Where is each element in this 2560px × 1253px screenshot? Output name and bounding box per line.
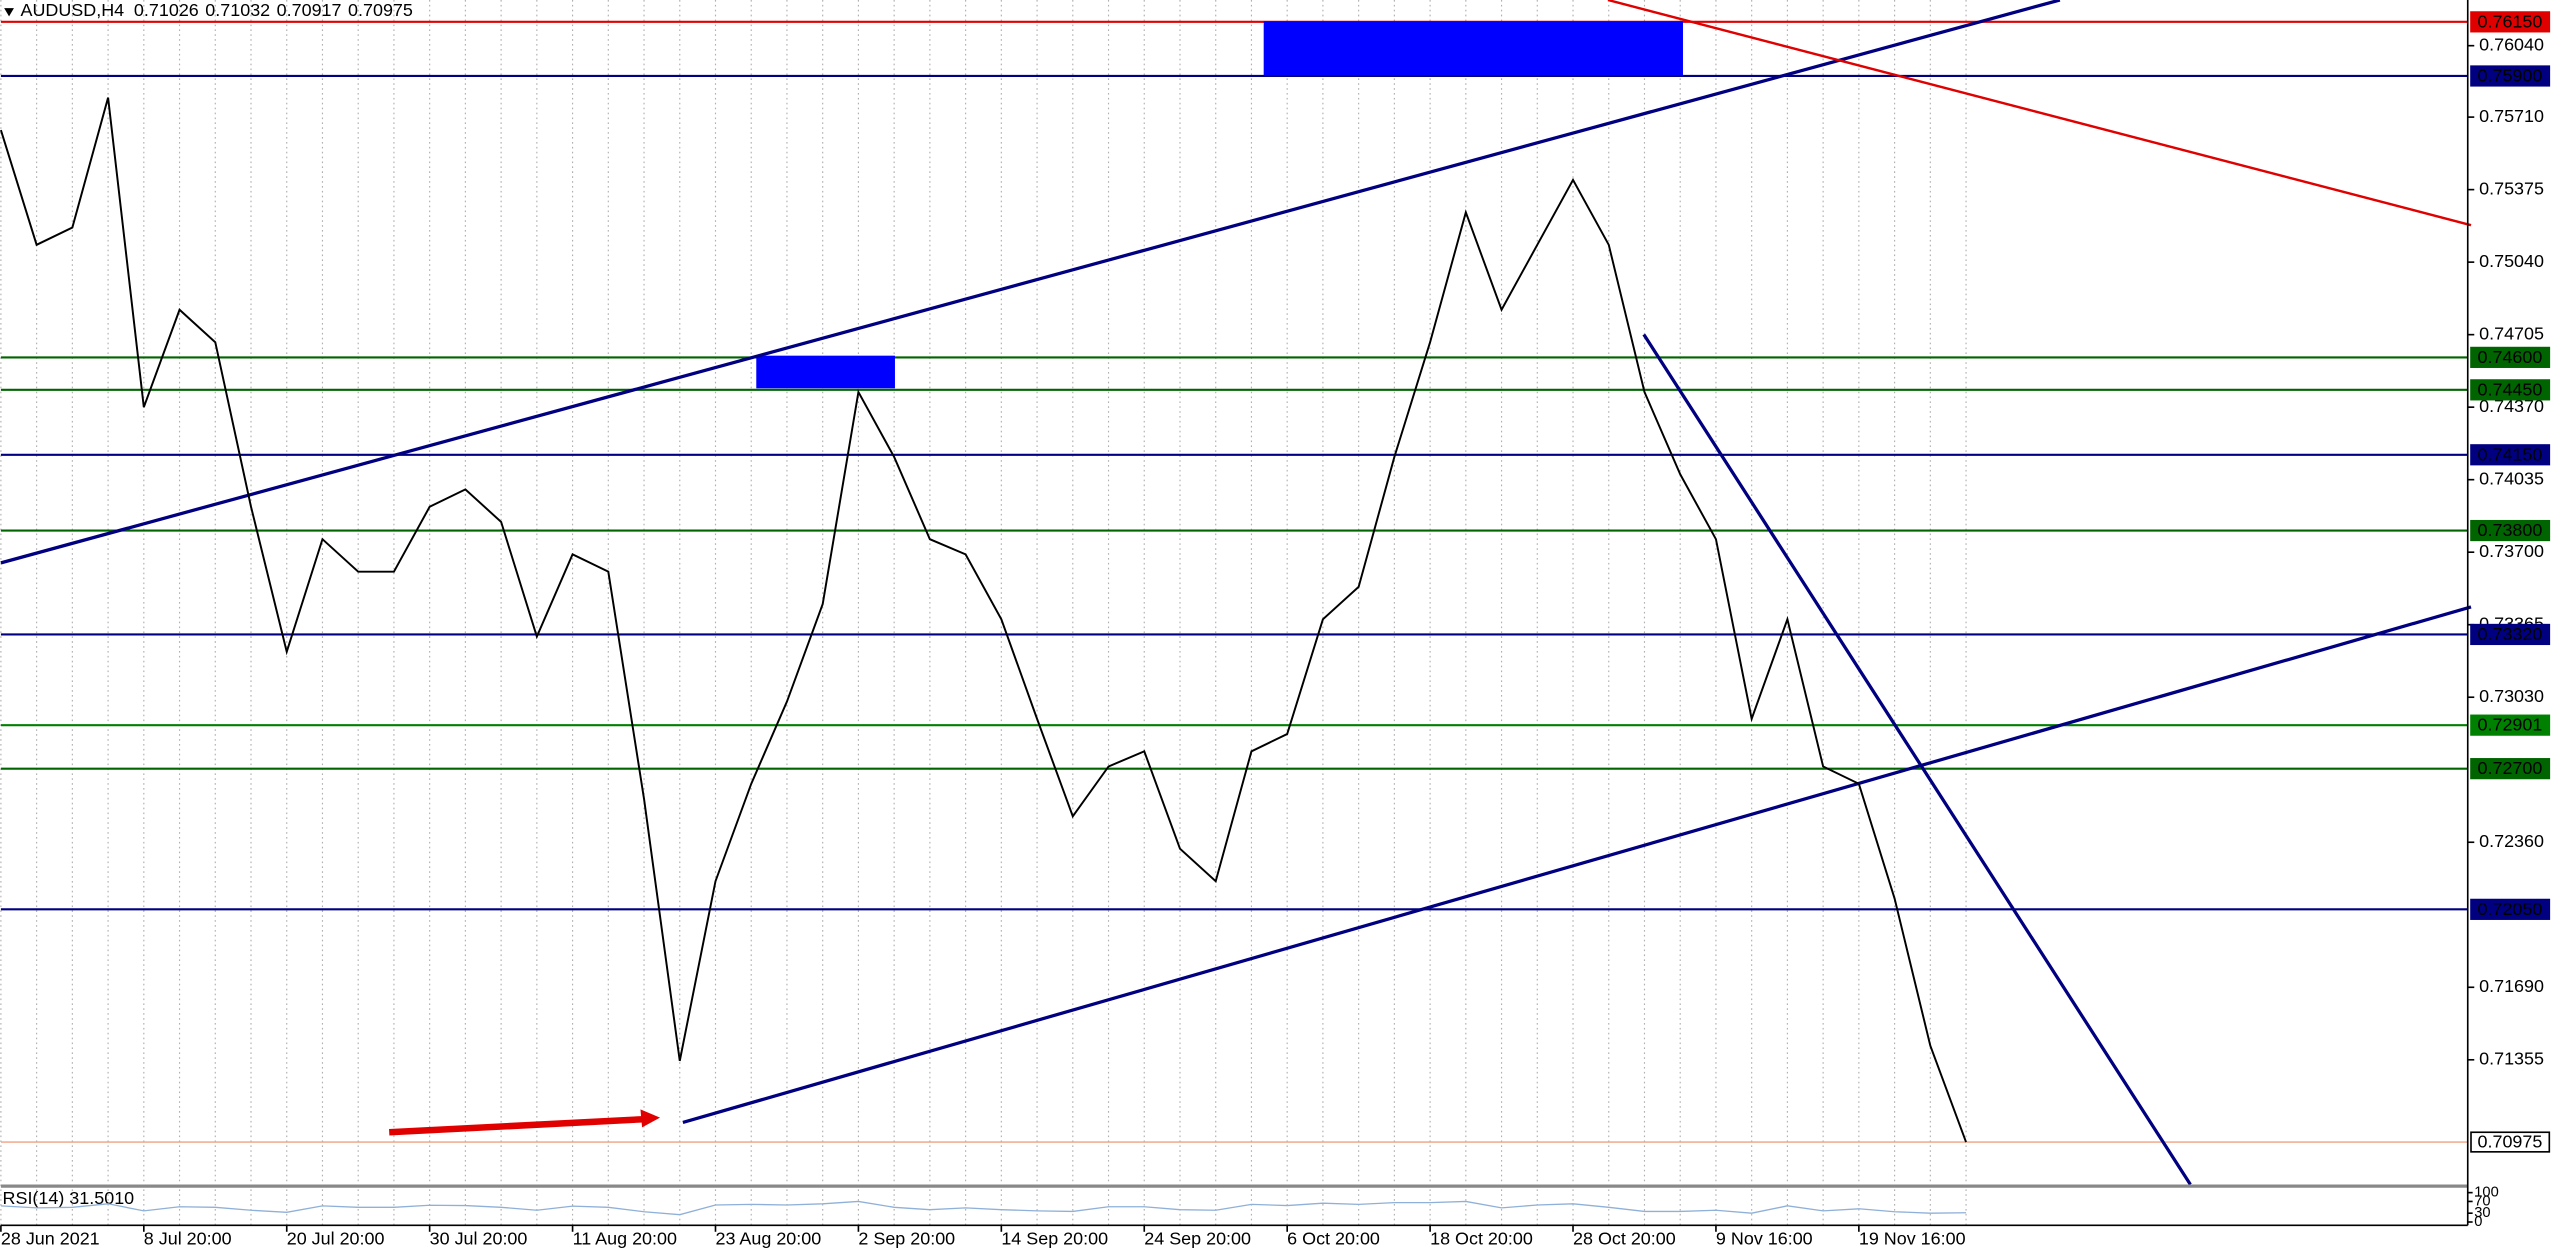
rsi-line — [0, 1200, 1967, 1216]
axes: 28 Jun 2021 8 Jul 20:00 20 Jul 20:00 30 Jul… — [0, 11, 2551, 1249]
level-label: 0.74600 — [2478, 347, 2543, 367]
y-tick-label: 0.74035 — [2479, 468, 2544, 488]
level-label: 0.74150 — [2478, 444, 2543, 464]
grid — [0, 0, 1967, 1226]
arrow — [389, 1115, 644, 1136]
x-tick-label: 28 Jun 2021 — [1, 1229, 100, 1249]
level-label: 0.72050 — [2478, 899, 2543, 919]
level-box — [2470, 65, 2551, 87]
x-tick-label: 6 Oct 20:00 — [1287, 1229, 1380, 1249]
level-box — [2470, 714, 2551, 736]
last-price-label: 0.70975 — [2478, 1132, 2543, 1152]
level-box — [2470, 758, 2551, 780]
rsi-tick-label: 0 — [2474, 1214, 2482, 1230]
y-tick-label: 0.72360 — [2479, 831, 2544, 851]
level-label: 0.75900 — [2478, 66, 2543, 86]
quote-value: 0.71032 — [205, 0, 270, 20]
x-tick-label: 23 Aug 20:00 — [715, 1229, 821, 1249]
y-tick-label: 0.73700 — [2479, 541, 2544, 561]
x-tick-label: 20 Jul 20:00 — [287, 1229, 385, 1249]
trendline — [0, 0, 2061, 565]
level-label: 0.73320 — [2478, 624, 2543, 644]
price-line — [0, 97, 1967, 1143]
level-label: 0.73800 — [2478, 520, 2543, 540]
quote-value: 0.71026 — [134, 0, 199, 20]
trendline — [1607, 0, 2472, 227]
quote-value: 0.70917 — [277, 0, 342, 20]
zone-box — [756, 355, 895, 389]
rsi-tick-label: 70 — [2474, 1193, 2490, 1209]
menu-arrow — [4, 8, 14, 17]
price — [0, 97, 1967, 1143]
x-tick-label: 11 Aug 20:00 — [573, 1229, 677, 1249]
y-tick-label: 0.71690 — [2479, 976, 2544, 996]
arrow-head — [640, 1109, 661, 1128]
last-price-box — [2470, 1131, 2551, 1153]
rsi-tick-label: 30 — [2474, 1205, 2490, 1221]
quote-value: 0.70975 — [348, 0, 413, 20]
level-box — [2470, 379, 2551, 401]
x-tick-label: 9 Nov 16:00 — [1716, 1229, 1813, 1249]
x-tick-label: 2 Sep 20:00 — [858, 1229, 955, 1249]
y-tick-label: 0.74370 — [2479, 396, 2544, 416]
level-label: 0.72901 — [2478, 715, 2543, 735]
y-tick-label: 0.71355 — [2479, 1049, 2544, 1069]
x-tick-label: 19 Nov 16:00 — [1859, 1229, 1966, 1249]
level-box — [2470, 444, 2551, 466]
level-box — [2470, 11, 2551, 33]
y-tick-label: 0.75040 — [2479, 251, 2544, 271]
x-tick-label: 30 Jul 20:00 — [430, 1229, 528, 1249]
y-tick-label: 0.75375 — [2479, 178, 2544, 198]
symbol-title: AUDUSD,H4 — [20, 0, 124, 20]
y-tick-label: 0.74705 — [2479, 323, 2544, 343]
level-box — [2470, 519, 2551, 542]
rsi-tick-label: 100 — [2474, 1185, 2498, 1201]
x-tick-label: 8 Jul 20:00 — [144, 1229, 232, 1249]
trendline — [1642, 333, 2192, 1186]
rsi-label: RSI(14) 31.5010 — [3, 1188, 135, 1208]
x-tick-label: 14 Sep 20:00 — [1001, 1229, 1108, 1249]
x-tick-label: 28 Oct 20:00 — [1573, 1229, 1676, 1249]
trendline — [682, 605, 2472, 1125]
level-label: 0.72700 — [2478, 758, 2543, 778]
quote: 0.71026 0.71032 0.70917 0.70975 — [134, 0, 413, 20]
x-tick-label: 18 Oct 20:00 — [1430, 1229, 1533, 1249]
level-box — [2470, 346, 2551, 368]
y-tick-label: 0.75710 — [2479, 106, 2544, 126]
level-box — [2470, 898, 2551, 920]
y-tick-label: 0.76040 — [2479, 34, 2544, 54]
x-tick-label: 24 Sep 20:00 — [1144, 1229, 1251, 1249]
level-label: 0.74450 — [2478, 379, 2543, 399]
zone-box — [1263, 21, 1683, 76]
level-label: 0.76150 — [2478, 11, 2543, 31]
level-box — [2470, 623, 2551, 646]
y-tick-label: 0.73030 — [2479, 686, 2544, 706]
